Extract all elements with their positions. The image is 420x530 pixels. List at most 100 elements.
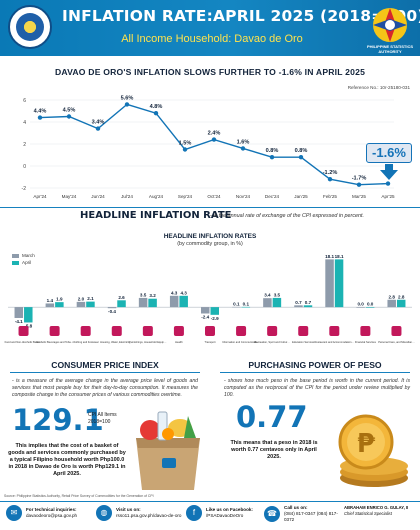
commodity-category-icon [18, 326, 29, 336]
trend-value-label: -1.7% [352, 176, 367, 182]
commodity-category-icon [111, 326, 122, 336]
commodity-category-icon [49, 326, 60, 336]
commodity-value-label: 0.0 [357, 302, 364, 307]
commodity-bar-march [45, 303, 55, 308]
commodity-bar-april [334, 259, 344, 308]
trend-value-label: 4.5% [63, 108, 76, 114]
footer-tech-email[interactable]: davaodeoro@psa.gov.ph [26, 513, 78, 518]
grocery-bag-icon [136, 411, 200, 490]
footer-bar [0, 501, 420, 530]
ppp-value: 0.77 [236, 400, 308, 434]
commodity-value-label: 2.0 [78, 296, 85, 301]
commodity-value-label: 18.1 [325, 254, 334, 259]
commodity-category-icon [173, 326, 184, 336]
legend-swatch-april [12, 260, 19, 265]
footer-website: ◍ Visit us on: rsso11.psa.gov.ph/davao-de… [96, 505, 181, 521]
commodity-value-label: 4.3 [180, 290, 187, 295]
commodity-bar-april [303, 305, 313, 308]
commodity-bar-march [263, 298, 272, 308]
commodity-bar-april [86, 301, 95, 308]
legend-swatch-march [12, 253, 19, 258]
footer-fb-label: Like us on Facebook: [206, 507, 253, 512]
signer-title: Chief Statistical Specialist [344, 510, 392, 516]
trend-x-tick: Nov'24 [236, 194, 251, 199]
commodity-value-label: 4.3 [171, 290, 178, 295]
commodity-category-label: Financial Services [355, 340, 377, 344]
commodity-bar-april [272, 297, 282, 308]
signatory: ABRAHAM ENRICO G. GULAY, II Chief Statis… [344, 505, 408, 516]
trend-value-label: 4.8% [150, 104, 163, 110]
commodity-category-icon [267, 326, 278, 336]
commodity-bar-april [365, 307, 375, 308]
footer-fb-link[interactable]: /PSADavaoDeOro [206, 513, 244, 518]
trend-point [327, 177, 333, 182]
trend-y-tick: 6 [23, 98, 26, 104]
trend-y-tick: 4 [23, 120, 26, 126]
trend-y-tick: 2 [23, 142, 26, 148]
commodity-value-label: -4.1 [15, 319, 23, 324]
trend-x-tick: Apr'25 [381, 194, 395, 199]
commodity-category-label: Housing, Water, Electricity,… [100, 340, 134, 344]
trend-y-tick: -2 [22, 186, 27, 192]
footer-phone-numbers: (084) 817-0347 (084) 817-0372 [284, 511, 338, 522]
psa-seal-logo [8, 5, 52, 49]
trend-x-tick: Oct'24 [207, 194, 221, 199]
trend-y-tick: 0 [23, 164, 26, 170]
commodity-bar-april [55, 302, 64, 308]
commodity-value-label: -5.8 [24, 323, 32, 328]
commodity-category-icon [80, 326, 91, 336]
headline-section-title: HEADLINE INFLATION RATE [76, 210, 236, 221]
footer-website-link[interactable]: rsso11.psa.gov.ph/davao-de-oro [116, 513, 182, 518]
commodity-bar-march [325, 259, 334, 308]
page-subtitle: All Income Household: Davao de Oro [121, 33, 303, 45]
peso-coin-icon: ₱ [338, 414, 408, 487]
ppp-title: PURCHASING POWER OF PESO [248, 360, 382, 370]
trend-x-tick: Apr'24 [33, 194, 47, 199]
commodity-category-label: Furnishings, Household Equip… [129, 340, 167, 344]
commodity-value-label: 3.4 [264, 293, 271, 298]
trend-point [95, 126, 101, 131]
trend-point [298, 155, 304, 160]
current-rate-callout: -1.6% [366, 143, 412, 163]
trend-x-tick: Mar'25 [352, 194, 366, 199]
cpi-rule [10, 372, 200, 373]
commodity-value-label: -2.4 [201, 314, 209, 319]
trend-x-tick: May'24 [62, 194, 77, 199]
commodity-value-label: 2.1 [87, 296, 94, 301]
trend-x-tick: Jun'24 [91, 194, 105, 199]
commodity-category-label: Food and Non-Alcoholic Bever… [5, 340, 43, 344]
commodity-legend: March April [12, 253, 35, 267]
email-icon: ✉ [6, 505, 22, 521]
ppp-implication: This means that a peso in 2018 is worth … [230, 440, 318, 460]
trend-value-label: 0.8% [295, 148, 308, 154]
headline-section-bar: HEADLINE INFLATION RATE - is the annual … [0, 207, 420, 221]
trend-point [182, 147, 188, 152]
trend-x-tick: Sep'24 [178, 194, 193, 199]
trend-value-label: 2.4% [208, 131, 221, 137]
commodity-category-icon [205, 326, 215, 336]
commodity-category-label: Recreation, Sport and Cultur… [254, 340, 290, 344]
down-arrow-icon [380, 164, 398, 180]
ppp-description: - shows how much peso in the base period… [224, 378, 410, 398]
trend-x-tick: Jan'25 [294, 194, 308, 199]
trend-value-label: 0.8% [266, 148, 279, 154]
commodity-value-label: -2.9 [211, 316, 219, 321]
reference-number: Reference No.: 10r-25180-031 [347, 85, 410, 90]
commodity-chart-title: HEADLINE INFLATION RATES [163, 233, 257, 240]
commodity-bar-march [356, 307, 365, 308]
commodity-value-label: 2.6 [118, 295, 125, 300]
commodity-category-icon [298, 326, 309, 336]
cpi-title: CONSUMER PRICE INDEX [51, 360, 159, 370]
globe-icon: ◍ [96, 505, 112, 521]
trend-headline: DAVAO DE ORO'S INFLATION SLOWS FURTHER T… [54, 67, 366, 77]
commodity-value-label: 2.8 [398, 294, 405, 299]
cpi-implication: This implies that the cost of a basket o… [8, 443, 126, 477]
footer-phone: ☎ Call us on: (084) 817-0347 (084) 817-03… [264, 505, 338, 523]
commodity-category-icon [142, 326, 153, 336]
agency-caption: PHILIPPINE STATISTICS AUTHORITY [366, 44, 414, 54]
commodity-value-label: 18.1 [335, 254, 344, 259]
commodity-value-label: 3.5 [140, 292, 147, 297]
svg-text:₱: ₱ [357, 429, 376, 459]
facebook-icon: f [186, 505, 202, 521]
commodity-bar-april [179, 295, 188, 308]
